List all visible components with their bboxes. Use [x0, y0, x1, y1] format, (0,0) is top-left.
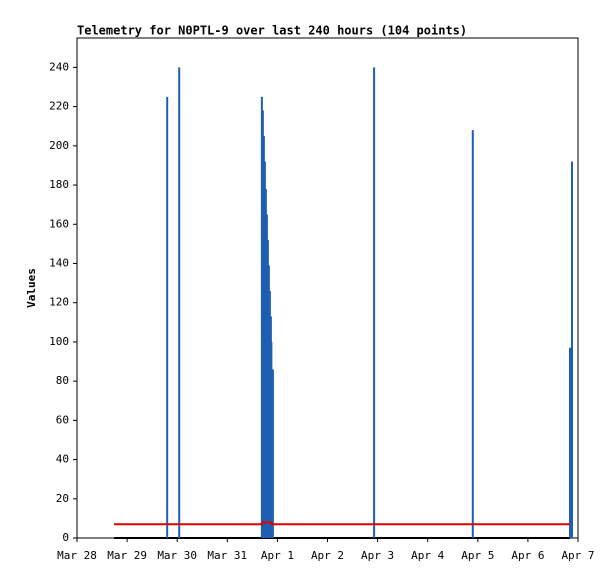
x-tick-label: Apr 2	[311, 549, 344, 562]
y-tick-label: 220	[49, 100, 69, 113]
plot-frame	[76, 37, 579, 539]
y-tick-label: 200	[49, 139, 69, 152]
y-tick-label: 40	[56, 453, 69, 466]
x-tick-label: Mar 31	[207, 549, 247, 562]
y-tick-label: 60	[56, 413, 69, 426]
y-tick-label: 120	[49, 296, 69, 309]
y-tick-label: 160	[49, 217, 69, 230]
x-tick-label: Mar 29	[107, 549, 147, 562]
y-tick-label: 80	[56, 374, 69, 387]
x-tick-label: Apr 4	[411, 549, 444, 562]
x-tick-label: Apr 3	[361, 549, 394, 562]
chart-title: Telemetry for N0PTL-9 over last 240 hour…	[77, 24, 467, 38]
x-tick-label: Mar 30	[157, 549, 197, 562]
y-tick-label: 140	[49, 256, 69, 269]
x-tick-label: Apr 6	[511, 549, 544, 562]
y-tick-label: 20	[56, 492, 69, 505]
x-tick-label: Mar 28	[57, 549, 97, 562]
y-tick-label: 180	[49, 178, 69, 191]
y-tick-label: 0	[62, 531, 69, 544]
x-tick-label: Apr 5	[461, 549, 494, 562]
y-axis-label: Values	[25, 268, 38, 308]
x-tick-label: Apr 1	[261, 549, 294, 562]
y-tick-label: 240	[49, 60, 69, 73]
line	[114, 521, 570, 526]
y-tick-label: 100	[49, 335, 69, 348]
x-tick-label: Apr 7	[561, 549, 594, 562]
